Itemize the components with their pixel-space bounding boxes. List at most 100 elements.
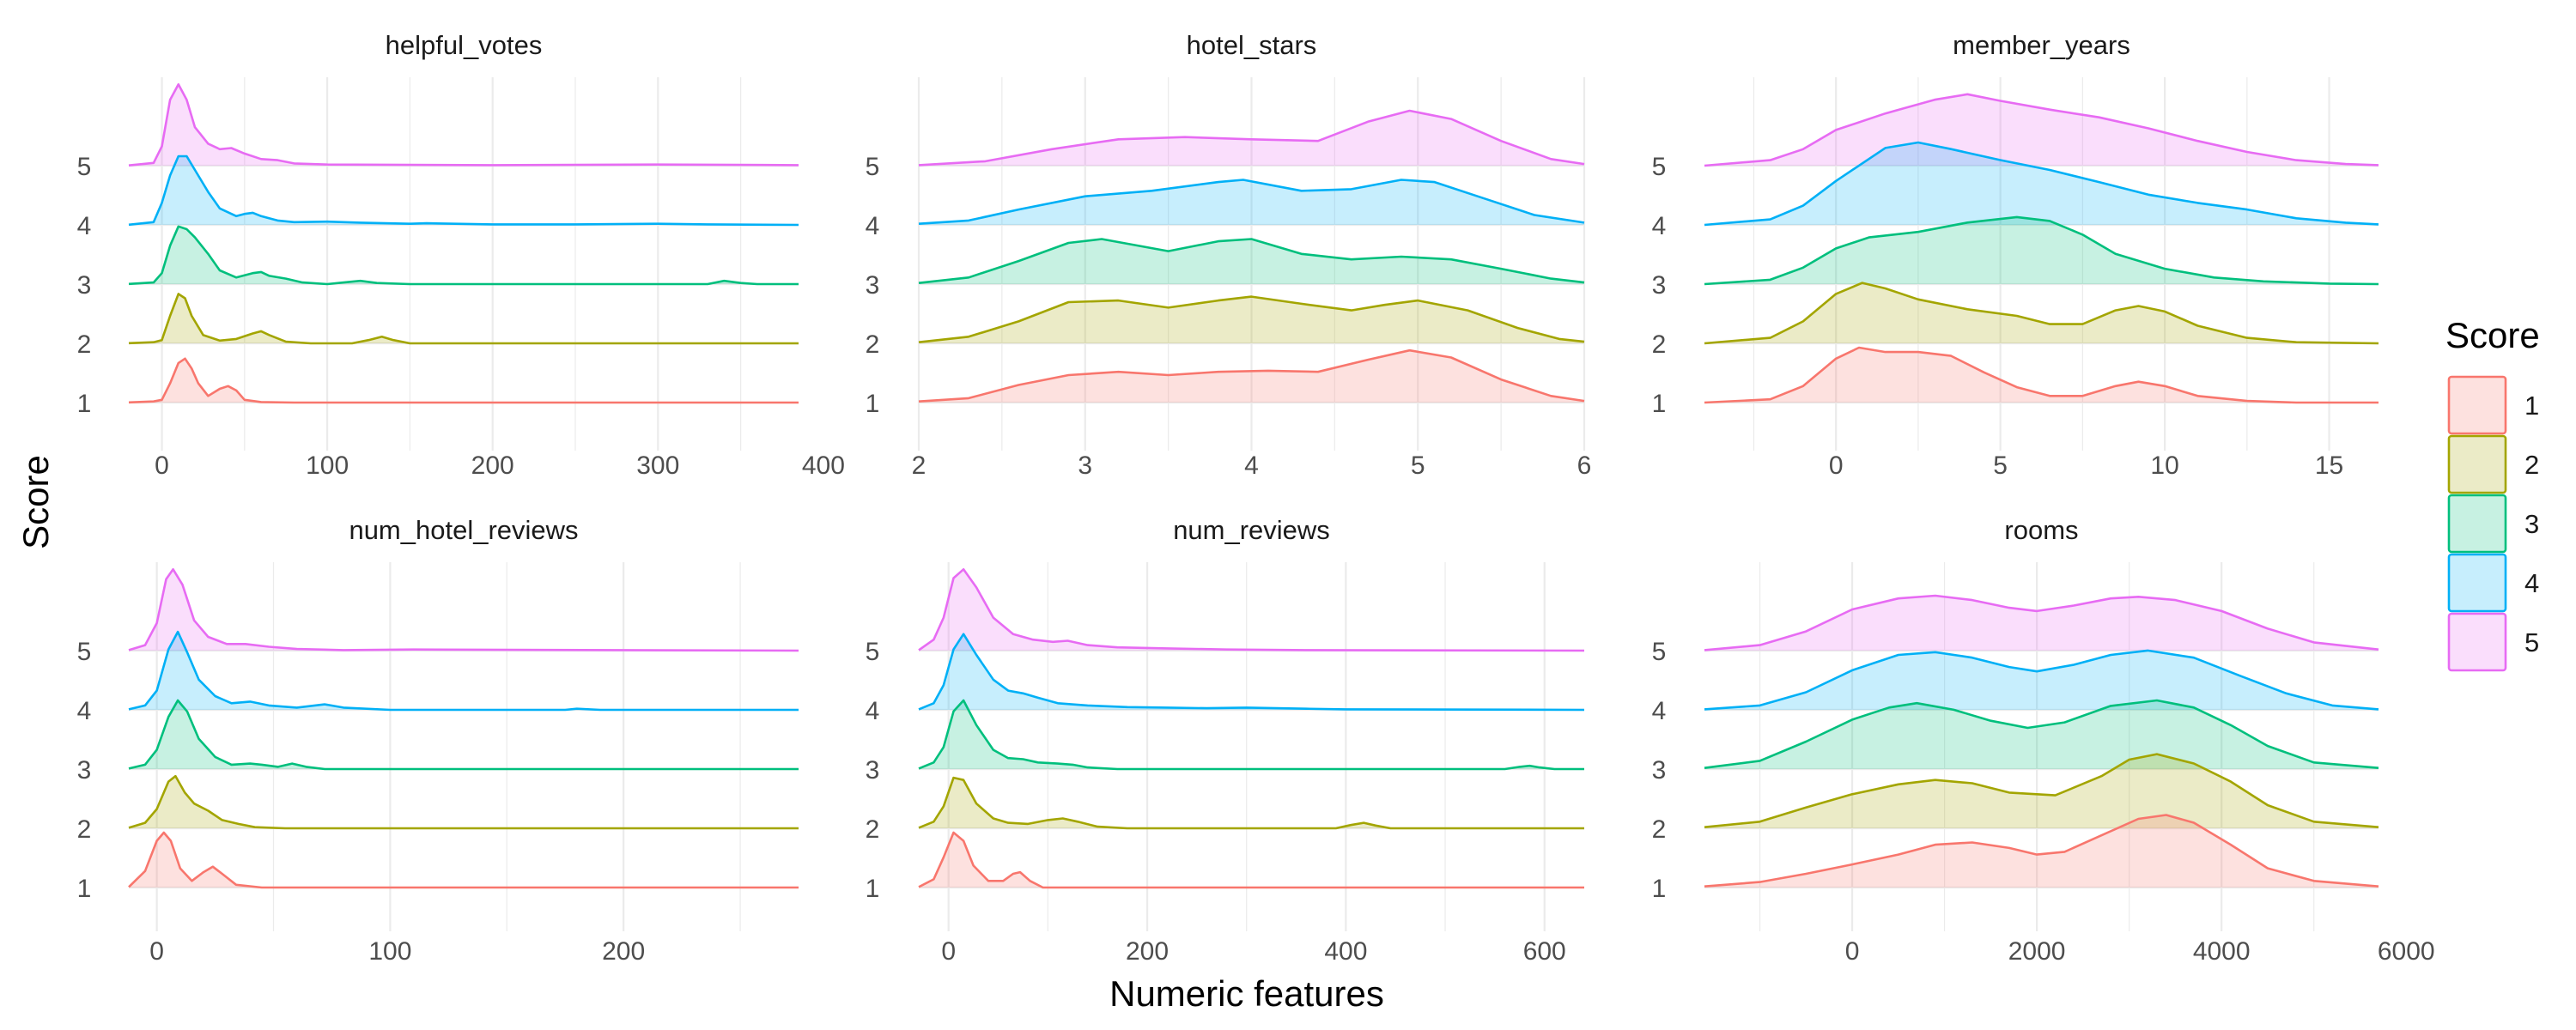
density-line-score-1: [918, 831, 1584, 889]
y-tick-label: 2: [1652, 330, 1667, 359]
density-area-score-3: [129, 226, 799, 284]
x-tick-label: 3: [1078, 451, 1092, 480]
density-line-score-4: [1704, 649, 2379, 711]
y-tick-label: 5: [77, 153, 92, 181]
y-tick-label: 3: [1652, 756, 1667, 785]
y-tick-label: 1: [866, 875, 880, 903]
x-tick-label: 400: [802, 451, 845, 480]
y-tick-label: 4: [77, 697, 92, 725]
x-axis-title: Numeric features: [1109, 973, 1384, 1014]
legend-key: [2447, 434, 2507, 494]
x-tick-label: 0: [1829, 451, 1844, 480]
density-area-score-5: [129, 84, 799, 166]
legend-title: Score: [2445, 315, 2540, 355]
legend-label: 1: [2524, 391, 2539, 421]
density-area-score-2: [919, 778, 1584, 828]
panel-helpful_votes: helpful_votes 1 2 3 4 5 0 100 200 300 400: [77, 30, 845, 480]
x-tick-label: 200: [471, 451, 514, 480]
density-area-score-2: [129, 776, 799, 828]
density-area-score-1: [919, 350, 1584, 403]
panel-gridlines: [1704, 562, 2379, 931]
density-line-score-4: [918, 633, 1585, 712]
density-area-score-1: [129, 358, 799, 403]
x-tick-label: 15: [2315, 451, 2343, 480]
density-area-score-4: [919, 179, 1584, 225]
density-area-score-3: [919, 239, 1584, 284]
y-tick-label: 2: [77, 330, 92, 359]
density-area-score-2: [129, 294, 799, 343]
x-tick-label: 4: [1244, 451, 1259, 480]
legend-label: 5: [2524, 627, 2539, 657]
density-line-score-4: [918, 179, 1585, 225]
y-tick-label: 1: [1652, 390, 1667, 418]
y-tick-label: 5: [77, 638, 92, 666]
y-tick-label: 4: [866, 697, 880, 725]
panel-hotel_stars: hotel_stars 1 2 3 4 5 2 3 4 5 6: [866, 30, 1592, 480]
y-tick-label: 5: [866, 153, 880, 181]
legend: Score 1 2 3 4 5: [2445, 315, 2540, 672]
density-area-score-1: [129, 833, 799, 888]
panel-title: num_hotel_reviews: [349, 515, 578, 545]
x-tick-label: 0: [1845, 937, 1860, 966]
y-tick-label: 2: [77, 815, 92, 844]
density-area-score-4: [1704, 142, 2379, 225]
legend-item-score-4: 4: [2447, 553, 2539, 613]
density-area-score-4: [129, 156, 799, 225]
y-tick-label: 5: [866, 638, 880, 666]
density-line-score-5: [128, 568, 799, 652]
density-line-score-2: [918, 776, 1584, 830]
legend-item-score-3: 3: [2447, 494, 2539, 554]
y-tick-label: 3: [77, 271, 92, 300]
density-area-score-5: [129, 569, 799, 651]
x-tick-label: 5: [1993, 451, 2008, 480]
density-line-score-5: [1704, 594, 2379, 651]
y-tick-label: 3: [866, 756, 880, 785]
x-tick-label: 600: [1523, 937, 1566, 966]
density-area-score-4: [919, 633, 1584, 710]
panel-title: hotel_stars: [1187, 30, 1317, 60]
panel-title: rooms: [2004, 515, 2078, 545]
density-line-score-3: [1704, 215, 2379, 286]
y-axis-title: Score: [15, 455, 56, 549]
density-line-score-2: [1704, 282, 2379, 345]
legend-item-score-2: 2: [2447, 434, 2539, 494]
density-area-score-1: [919, 833, 1584, 888]
density-line-score-4: [128, 630, 799, 712]
legend-key: [2447, 375, 2507, 435]
y-tick-label: 3: [77, 756, 92, 785]
density-line-score-1: [128, 357, 799, 404]
x-tick-label: 200: [602, 937, 645, 966]
y-tick-label: 3: [1652, 271, 1667, 300]
y-tick-label: 2: [1652, 815, 1667, 844]
x-tick-label: 10: [2150, 451, 2178, 480]
panel-title: num_reviews: [1173, 515, 1330, 545]
panel-member_years: member_years 1 2 3 4 5 0 5 10 15: [1652, 30, 2379, 480]
legend-label: 2: [2524, 450, 2539, 480]
panel-title: member_years: [1953, 30, 2130, 60]
density-line-score-4: [128, 154, 799, 227]
x-tick-label: 4000: [2193, 937, 2251, 966]
density-area-score-1: [1704, 348, 2379, 403]
y-tick-label: 1: [866, 390, 880, 418]
x-tick-label: 400: [1324, 937, 1367, 966]
density-line-score-2: [1704, 753, 2379, 828]
density-line-score-2: [128, 293, 799, 345]
y-tick-label: 1: [77, 390, 92, 418]
density-line-score-3: [128, 225, 799, 286]
x-tick-label: 300: [636, 451, 679, 480]
density-area-score-5: [919, 569, 1584, 651]
legend-key: [2447, 494, 2507, 554]
x-tick-label: 5: [1411, 451, 1425, 480]
panel-gridlines: [917, 77, 1586, 451]
x-tick-label: 2: [912, 451, 927, 480]
density-line-score-3: [918, 238, 1585, 284]
y-tick-label: 1: [1652, 875, 1667, 903]
panel-gridlines: [129, 562, 799, 931]
y-tick-label: 2: [866, 330, 880, 359]
density-area-score-3: [919, 700, 1584, 769]
density-line-score-4: [1704, 141, 2379, 227]
density-area-score-2: [1704, 282, 2379, 343]
density-area-score-5: [1704, 596, 2379, 651]
